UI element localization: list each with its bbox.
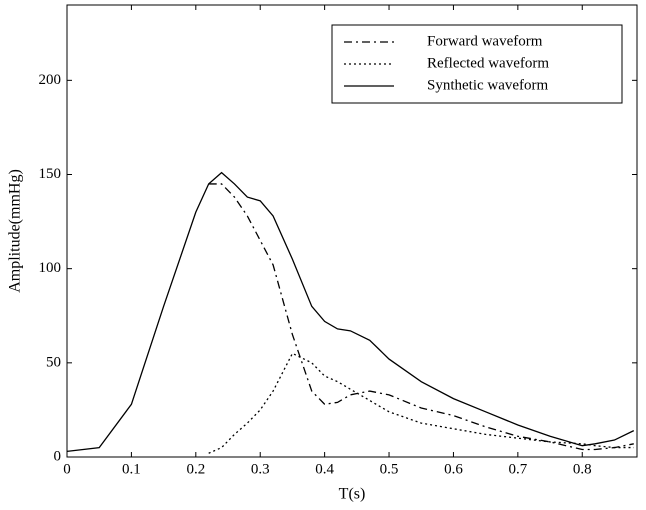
y-axis-label: Amplitude(mmHg) bbox=[7, 169, 24, 293]
y-tick-label: 50 bbox=[46, 354, 61, 370]
x-tick-label: 0.7 bbox=[508, 461, 527, 477]
legend-label: Reflected waveform bbox=[427, 55, 549, 71]
y-tick-label: 200 bbox=[39, 72, 62, 88]
y-tick-label: 150 bbox=[39, 166, 62, 182]
legend-label: Forward waveform bbox=[427, 33, 543, 49]
series-line bbox=[66, 171, 635, 452]
x-tick-label: 0.6 bbox=[444, 461, 463, 477]
y-tick-label: 0 bbox=[54, 448, 62, 464]
x-tick-label: 0.2 bbox=[186, 461, 205, 477]
y-tick-label: 100 bbox=[39, 260, 62, 276]
series-line bbox=[208, 352, 634, 454]
legend-label: Synthetic waveform bbox=[427, 77, 549, 93]
x-tick-label: 0 bbox=[63, 461, 71, 477]
x-tick-label: 0.5 bbox=[380, 461, 399, 477]
x-axis-label: T(s) bbox=[339, 486, 366, 503]
x-tick-label: 0.1 bbox=[122, 461, 141, 477]
plot-frame bbox=[66, 4, 638, 458]
x-tick-label: 0.8 bbox=[573, 461, 592, 477]
x-tick-label: 0.3 bbox=[251, 461, 270, 477]
series-line bbox=[208, 183, 634, 451]
x-tick-label: 0.4 bbox=[315, 461, 334, 477]
